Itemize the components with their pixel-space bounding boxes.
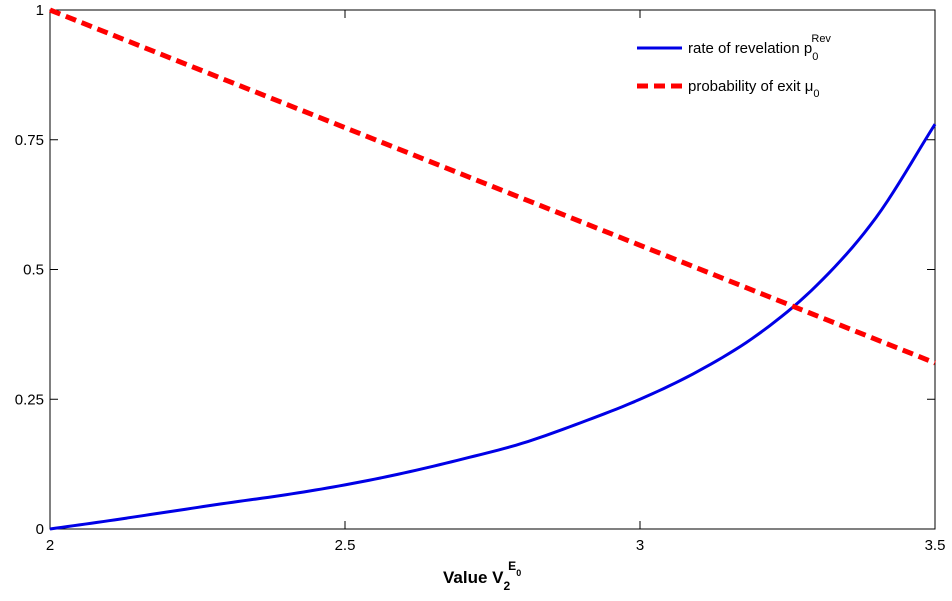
x-tick-label: 2 [46,537,54,554]
y-tick-label: 0 [36,521,44,538]
legend-label-revelation: rate of revelation p0 Rev [688,33,831,63]
tick-labels: 2 2.5 3 3.5 0 0.25 0.5 0.75 1 [15,2,946,554]
x-tick-label: 3.5 [925,537,946,554]
x-axis-label: Value V2 E0 [443,559,521,593]
legend-label-revelation-sub: 0 [812,51,818,63]
y-tick-label: 0.25 [15,391,44,408]
x-tick-label: 3 [636,537,644,554]
legend-label-exit-sub: 0 [813,88,819,100]
legend-label-revelation-main: rate of revelation p [688,40,812,57]
legend-label-exit: probability of exit μ0 [688,78,820,100]
series-line-revelation [49,123,937,531]
y-tick-label: 1 [36,2,44,19]
x-axis-label-sup: E [508,559,516,573]
y-tick-label: 0.75 [15,132,44,149]
x-axis-label-sub: 2 [503,579,510,593]
legend-label-exit-main: probability of exit μ [688,78,813,95]
x-axis-label-main: Value V [443,568,504,587]
series-line-exit [49,7,936,366]
x-tick-label: 2.5 [335,537,356,554]
plot-series [49,7,937,531]
y-tick-label: 0.5 [23,262,44,279]
x-axis-label-sup-sub: 0 [516,568,521,578]
legend-label-revelation-sup: Rev [811,33,831,45]
legend: rate of revelation p0Rev probability of … [637,33,831,100]
axes [49,9,936,530]
